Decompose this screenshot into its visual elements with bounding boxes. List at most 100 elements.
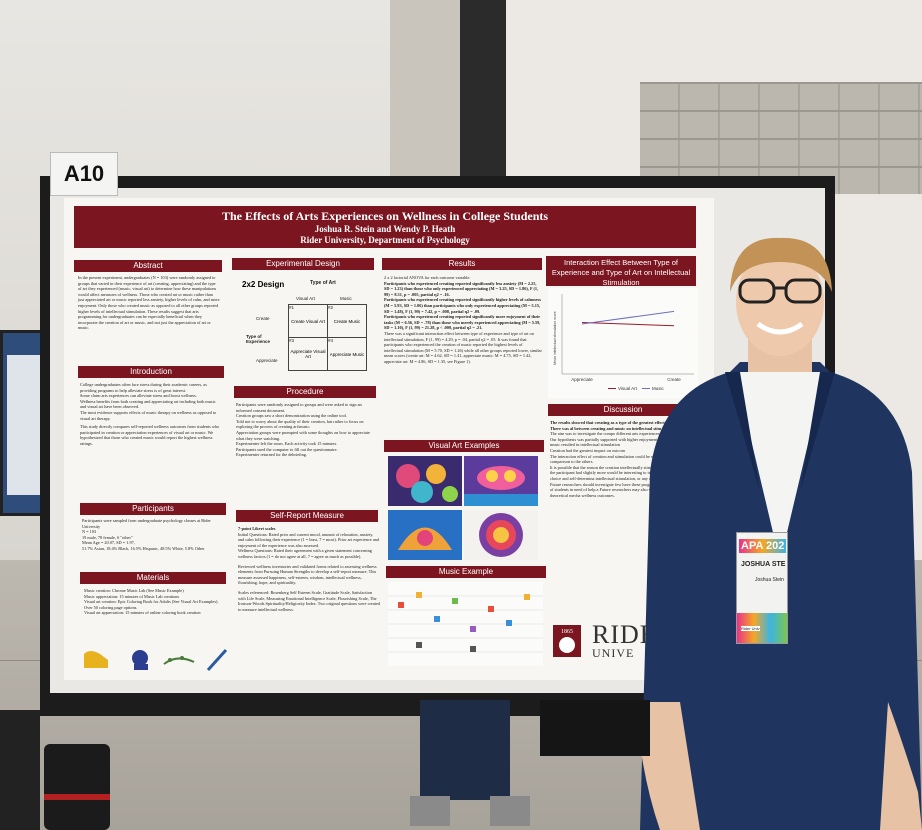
- results-bullet: Participants who experienced creating re…: [384, 280, 539, 297]
- participants-text: Participants were sampled from undergrad…: [82, 518, 224, 570]
- results-bullet: Participants who experienced creating re…: [384, 314, 541, 331]
- intro-closing: This study directly compares self-report…: [80, 424, 220, 446]
- discussion-bullet: It is possible that the reason the creat…: [550, 464, 697, 481]
- materials-bullet: Visual art appreciation: 15 minutes of o…: [84, 610, 201, 616]
- rider-wordmark: RIDE: [592, 620, 657, 649]
- poster-authors: Joshua R. Stein and Wendy P. Heath: [314, 224, 456, 234]
- paintbrush-icon: [206, 648, 228, 672]
- badge-name: JOSHUA STE: [741, 561, 786, 568]
- chart-ylabel: Mean intellectual stimulation score: [553, 311, 557, 365]
- badge-subname: Joshua Stein: [755, 577, 784, 583]
- col-music-label: Music: [340, 296, 352, 301]
- procedure-bullet: Participants used the computer to fill o…: [236, 446, 338, 452]
- series-line-music: [581, 310, 675, 325]
- discussion-bullet: Our hypothesis was partially supported w…: [550, 436, 696, 448]
- arts-icons-row: [84, 648, 228, 672]
- col-visual-label: Visual Art: [296, 296, 315, 301]
- participants-bullet: Mean Age = 20.07, SD = 1.97,: [82, 540, 135, 546]
- abstract-text: In the present experiment, undergraduate…: [78, 275, 220, 331]
- procedure-text: Participants were randomly assigned to g…: [236, 402, 376, 502]
- row-create-label: Create: [256, 316, 270, 321]
- music-lab-grid-image: [388, 582, 543, 666]
- badge-pronoun-banner: he · him: [739, 535, 761, 541]
- badge-affiliation: Rider Univ: [741, 626, 760, 631]
- coloring-page-image: [388, 456, 462, 506]
- participants-bullet: N = 103: [82, 529, 97, 535]
- interaction-heading: Interaction Effect Between Type of Exper…: [546, 256, 696, 287]
- intro-bullet: Some claim arts experiences can alleviat…: [80, 393, 197, 399]
- design-label: 2x2 Design: [242, 280, 285, 289]
- intro-bullet: College undergraduates often face stress…: [80, 382, 207, 393]
- self-report-item: Wellness Questions: Rated their agreemen…: [238, 548, 372, 559]
- design-cell-text: Create Visual Art: [291, 318, 325, 324]
- foreground-objects: [0, 700, 650, 830]
- booth-sign: A10: [50, 152, 118, 196]
- legend-label: Visual Art: [618, 386, 638, 391]
- conference-badge: he · him APA 202 JOSHUA STE Joshua Stein…: [736, 532, 788, 644]
- painter-icon: [132, 650, 148, 666]
- discussion-text: The results showed that creating as a ty…: [550, 420, 698, 610]
- stone-wall: [640, 82, 922, 194]
- discussion-bullet: Future researchers should investigate fe…: [550, 481, 694, 498]
- introduction-text: College undergraduates often face stress…: [80, 382, 222, 502]
- procedure-heading: Procedure: [234, 386, 376, 398]
- results-text: 2 x 2 factorial ANOVA for each outcome v…: [384, 275, 542, 435]
- participants-heading: Participants: [80, 503, 226, 515]
- poster-title-banner: The Effects of Arts Experiences on Welln…: [74, 206, 696, 248]
- discussion-bullet: The aim was to investigate the compo dif…: [550, 431, 691, 437]
- visual-art-heading: Visual Art Examples: [384, 440, 544, 452]
- procedure-bullet: Experimenter returned for the debriefing…: [236, 452, 307, 458]
- design-cell-text: Create Music: [333, 318, 361, 324]
- discussion-bullet: The interaction effect of creation and s…: [550, 453, 680, 465]
- design-cell-text: Appreciate Visual Art: [290, 349, 326, 359]
- design-cell: Appreciate Music: [327, 337, 367, 371]
- intro-bullet: Wellness benefits from both creating and…: [80, 398, 216, 410]
- procedure-bullet: Creation groups saw a short demonstratio…: [236, 413, 347, 419]
- procedure-bullet: Told not to worry about the quality of t…: [236, 418, 364, 430]
- cell-num: #1: [289, 305, 295, 310]
- self-report-item: Initial Questions: Rated prior and curre…: [238, 531, 380, 548]
- self-report-text: 7-point Likert scales Initial Questions:…: [238, 526, 380, 676]
- materials-bullet: Music appreciation: 15 minutes of Music …: [84, 593, 180, 599]
- discussion-lead: The results showed that creating as a ty…: [550, 420, 690, 431]
- cell-num: #2: [328, 305, 334, 310]
- materials-bullet: Music creation: Chrome Music Lab (See Mu…: [84, 588, 184, 593]
- procedure-intro: Participants were randomly assigned to g…: [236, 402, 362, 413]
- x-tick-label: Appreciate: [571, 377, 593, 382]
- discussion-heading: Discussion: [548, 404, 698, 416]
- cell-num: #3: [289, 338, 295, 343]
- results-bullet: There was a significant interaction effe…: [384, 330, 542, 364]
- materials-text: Music creation: Chrome Music Lab (See Mu…: [84, 588, 226, 638]
- poster-affiliation: Rider University, Department of Psycholo…: [300, 235, 470, 245]
- participants-bullet: 51.7% Asian, 18.4% Black, 16.5% Hispanic…: [82, 545, 205, 551]
- participants-bullet: 19 male, 78 female, 6 "other": [82, 534, 133, 540]
- poster-title: The Effects of Arts Experiences on Welln…: [221, 209, 549, 223]
- design-grid: 2x2 Design Type of Art Visual Art Music …: [236, 278, 376, 380]
- participants-body: Participants were sampled from undergrad…: [82, 518, 211, 529]
- self-report-heading: Self-Report Measure: [236, 510, 378, 522]
- row-header-label: Type of Experience: [246, 334, 271, 344]
- interaction-line-chart: Mean intellectual stimulation score Visu…: [548, 288, 698, 398]
- self-report-body: Reviewed wellness inventories and valida…: [238, 563, 377, 586]
- coloring-page-image: [464, 510, 538, 560]
- music-example-heading: Music Example: [386, 566, 546, 578]
- badge-event: APA 202: [739, 539, 787, 553]
- row-appreciate-label: Appreciate: [256, 358, 278, 363]
- self-report-scales: Scales referenced: Rosenberg Self Esteem…: [238, 589, 380, 612]
- music-notes-icon: [163, 657, 195, 665]
- introduction-heading: Introduction: [78, 366, 224, 378]
- abstract-heading: Abstract: [74, 260, 222, 272]
- discussion-bullet: Creation had the greatest impact on outc…: [550, 447, 625, 453]
- coloring-page-image: [464, 456, 538, 506]
- self-report-scale: 7-point Likert scales: [238, 526, 276, 531]
- design-cell-text: Appreciate Music: [329, 351, 365, 357]
- results-heading: Results: [382, 258, 542, 270]
- rider-wordmark-sub: UNIVE: [592, 646, 635, 660]
- design-heading: Experimental Design: [232, 258, 374, 270]
- intro-bullet: The most evidence supports effects of mu…: [80, 409, 217, 421]
- materials-bullet: Visual art creation: Epic Coloring Book …: [84, 599, 219, 610]
- results-intro: 2 x 2 factorial ANOVA for each outcome v…: [384, 275, 471, 280]
- procedure-bullet: Experimenter left the room. Each activit…: [236, 441, 338, 447]
- x-tick-label: Create: [667, 377, 681, 382]
